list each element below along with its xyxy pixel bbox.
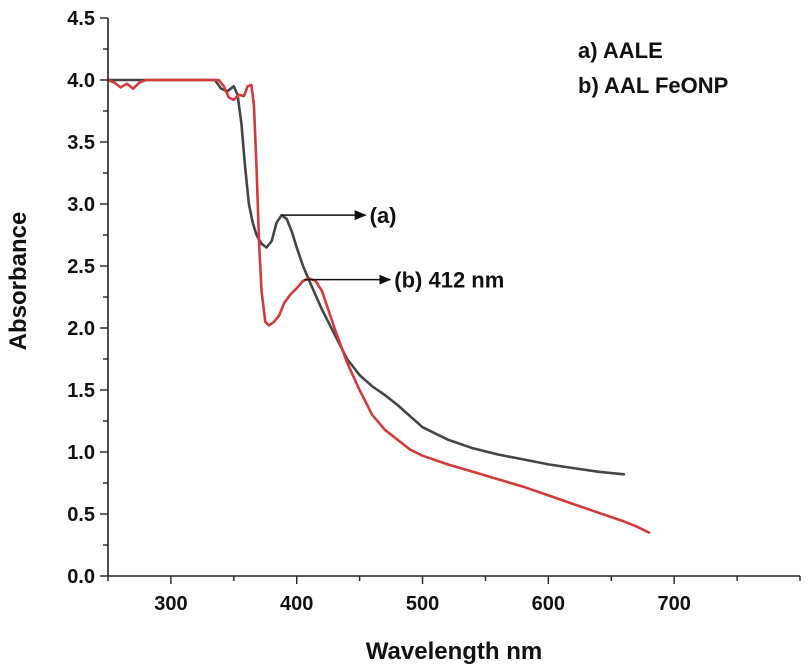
y-tick-label: 3.5 [67,132,95,154]
y-axis-title: Absorbance [5,212,32,351]
annotation-label-a: (a) [370,203,397,228]
y-tick-label: 1.0 [67,442,95,464]
annotation-label-b: (b) 412 nm [394,268,504,293]
series-line-a [106,78,626,476]
x-axis-title: Wavelength nm [366,638,542,665]
y-tick-label: 4.0 [67,70,95,92]
ticks-layer: 300 400 500 600 700 0.0 0.5 1.0 1.5 2.0 2.5 3.0 3.5 4… [67,8,801,615]
y-tick-label: 4.5 [67,8,95,30]
x-tick-label: 600 [532,593,565,615]
axes-layer [107,18,800,577]
y-tick-label: 1.5 [67,380,95,402]
y-tick-label: 0.5 [67,504,95,526]
annotations: (a) (b) 412 nm [281,203,504,293]
y-tick-label: 3.0 [67,194,95,216]
legend-entry-b: b) AAL FeONP [578,73,728,98]
y-tick-label: 2.5 [67,256,95,278]
y-tick-label: 2.0 [67,318,95,340]
legend-entry-a: a) AALE [578,38,663,63]
x-tick-label: 300 [154,593,187,615]
y-tick-label: 0.0 [67,566,95,588]
x-tick-label: 500 [406,593,439,615]
series-line-b [106,78,651,534]
x-tick-label: 400 [280,593,313,615]
x-tick-label: 700 [657,593,690,615]
legend: a) AALE b) AAL FeONP [578,38,728,98]
series-layer [106,78,651,534]
